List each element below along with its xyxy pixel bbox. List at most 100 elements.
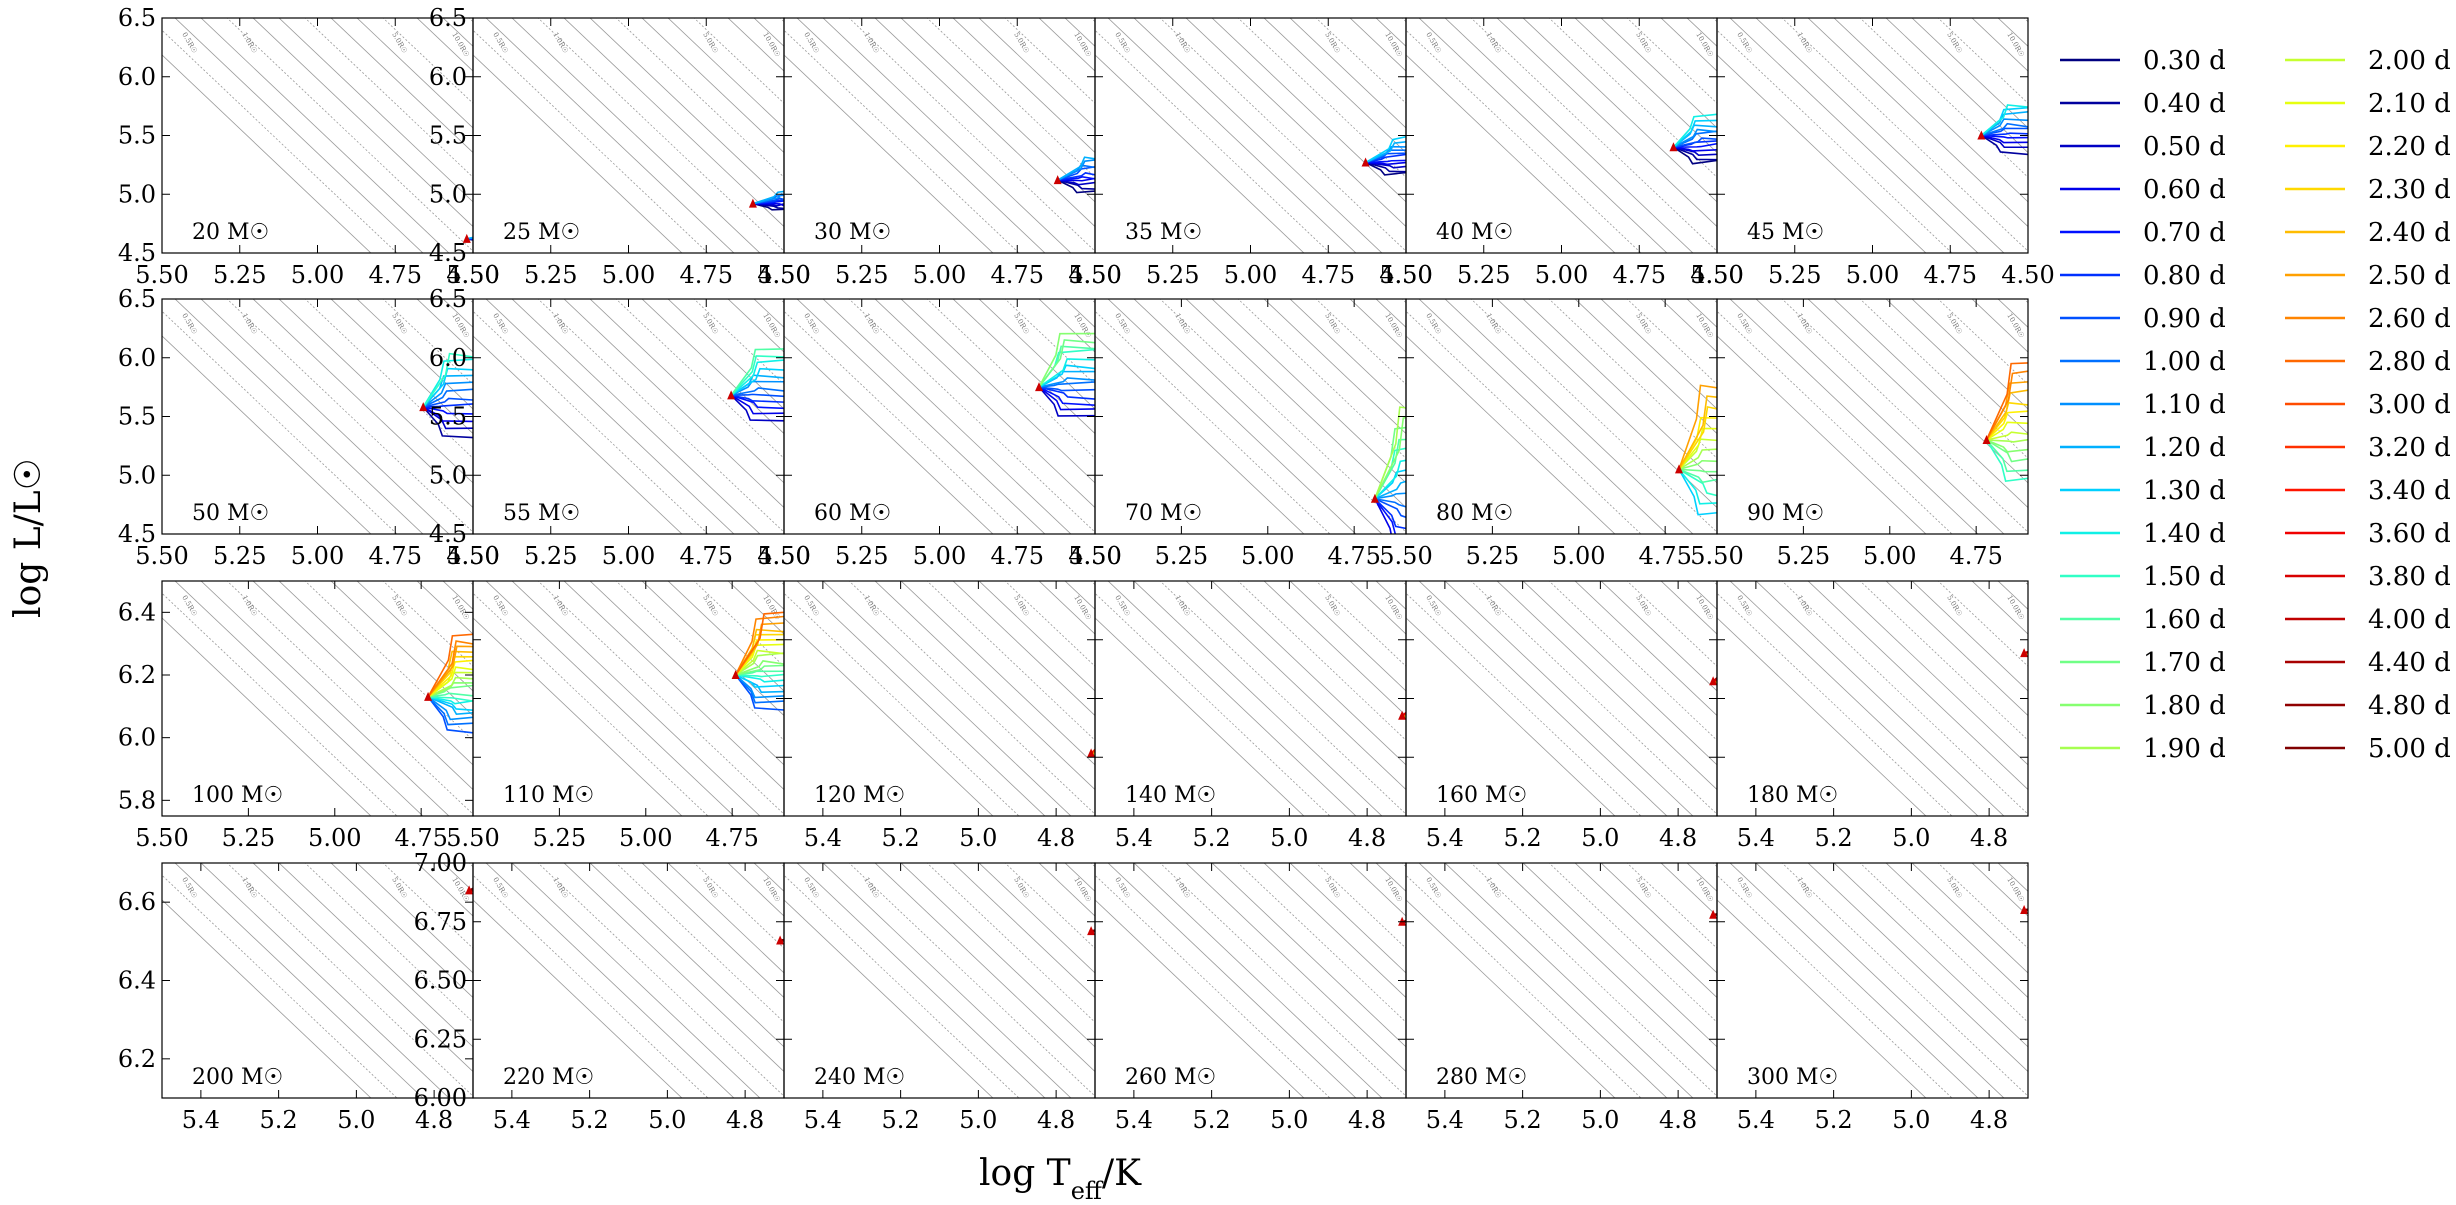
radius-line — [442, 581, 473, 610]
radius-label: 0.5R☉ — [802, 312, 820, 336]
track-line — [1981, 132, 2028, 137]
radius-label: 10.0R☉ — [761, 31, 781, 59]
x-tick-label: 5.25 — [524, 261, 577, 289]
track-line — [730, 394, 784, 410]
track-line — [427, 666, 473, 698]
radius-label: 1.0R☉ — [551, 594, 569, 618]
track-line — [1365, 159, 1406, 164]
radius-line — [416, 581, 473, 635]
radius-line — [1185, 581, 1406, 791]
legend-label: 0.30 d — [2143, 46, 2226, 76]
radius-line — [162, 335, 372, 534]
radius-label: 5.0R☉ — [1323, 31, 1341, 55]
panel-frame — [472, 862, 785, 1099]
x-tick-label: 4.50 — [1690, 261, 1743, 289]
radius-label: 0.5R☉ — [491, 312, 509, 336]
x-tick-label: 5.0 — [1892, 1106, 1930, 1134]
radius-line — [1911, 299, 2028, 410]
track-line — [1678, 468, 1717, 505]
radius-label: 0.5R☉ — [491, 876, 509, 900]
radius-line — [473, 54, 683, 253]
radius-line — [848, 863, 1095, 1097]
zams-marker — [2020, 905, 2028, 914]
radius-line — [1971, 299, 2028, 353]
x-tick-label: 4.50 — [757, 261, 810, 289]
mass-label: 220 M☉ — [503, 1065, 594, 1090]
radius-label: 1.0R☉ — [1173, 876, 1191, 900]
zams-marker — [1709, 676, 1717, 686]
y-tick-label: 6.75 — [414, 908, 467, 936]
zams-marker — [748, 198, 757, 208]
radius-line — [796, 863, 1046, 1098]
x-tick-label: 4.8 — [1037, 824, 1075, 852]
x-tick-label: 5.2 — [882, 824, 920, 852]
panel-18: 0.5R☉ 1.0R☉ 5.0R☉ 10.0R☉ 5.4 5.2 5.0 4.8 180 M☉ — [1716, 580, 2029, 852]
radius-label: 0.5R☉ — [491, 31, 509, 55]
zams-marker — [462, 233, 471, 243]
radius-line — [1712, 299, 1717, 304]
radius-label: 1.0R☉ — [240, 312, 258, 336]
x-tick-label: 5.25 — [1155, 542, 1208, 570]
track-line — [735, 674, 784, 704]
radius-line — [356, 863, 473, 974]
x-tick-label: 4.8 — [1037, 1106, 1075, 1134]
radius-line — [641, 581, 784, 717]
x-tick-label: 4.50 — [1068, 261, 1121, 289]
radius-line — [1289, 863, 1406, 974]
y-tick-label: 6.5 — [429, 285, 467, 313]
radius-line — [822, 18, 1072, 253]
radius-label: 0.5R☉ — [180, 312, 198, 336]
radius-line — [563, 581, 784, 791]
radius-line — [1522, 18, 1717, 203]
x-tick-label: 5.50 — [135, 824, 188, 852]
y-tick-label: 6.0 — [429, 63, 467, 91]
track-line — [735, 660, 784, 676]
track-line — [1673, 146, 1717, 161]
radius-line — [796, 299, 1046, 534]
x-tick-label: 5.00 — [1224, 261, 1277, 289]
legend-label: 0.60 d — [2143, 175, 2226, 205]
x-tick-label: 5.25 — [835, 542, 888, 570]
y-tick-label: 6.0 — [118, 344, 156, 372]
radius-line — [537, 863, 784, 1097]
legend-label: 1.90 d — [2143, 734, 2226, 764]
panel-frame — [472, 17, 785, 254]
y-tick-label: 6.0 — [118, 724, 156, 752]
radius-line — [978, 299, 1095, 410]
x-tick-label: 5.00 — [602, 261, 655, 289]
radius-line — [1038, 581, 1095, 635]
radius-line — [1375, 581, 1406, 610]
panel-frame — [472, 580, 785, 817]
x-tick-label: 4.75 — [1302, 261, 1355, 289]
radius-line — [667, 299, 784, 410]
track-line — [1038, 377, 1095, 388]
radius-line — [1133, 18, 1383, 253]
radius-line — [1807, 863, 2028, 1073]
radius-label: 10.0R☉ — [1383, 312, 1403, 340]
radius-label: 0.5R☉ — [180, 876, 198, 900]
panel-12: 0.5R☉ 1.0R☉ 5.0R☉ 10.0R☉ 5.50 5.25 5.00 4.75 90 … — [1690, 298, 2029, 570]
y-tick-label: 6.5 — [429, 4, 467, 32]
radius-line — [1496, 863, 1717, 1073]
radius-line — [784, 335, 994, 534]
track-line — [730, 355, 784, 396]
track-line — [1673, 137, 1717, 149]
legend-label: 4.40 d — [2368, 648, 2451, 678]
x-tick-label: 4.75 — [1327, 542, 1380, 570]
zams-marker — [1669, 142, 1678, 152]
radius-line — [473, 310, 709, 534]
legend-label: 1.80 d — [2143, 691, 2226, 721]
track-line — [1038, 386, 1095, 411]
radius-label: 5.0R☉ — [1945, 876, 1963, 900]
radius-label: 5.0R☉ — [701, 876, 719, 900]
zams-marker — [424, 691, 433, 701]
radius-label: 1.0R☉ — [1484, 594, 1502, 618]
track-line — [427, 696, 473, 716]
radius-label: 10.0R☉ — [1383, 31, 1403, 59]
panel-23: 0.5R☉ 1.0R☉ 5.0R☉ 10.0R☉ 5.4 5.2 5.0 4.8 280 M☉ — [1405, 862, 1718, 1134]
radius-line — [1159, 581, 1406, 815]
mass-label: 45 M☉ — [1747, 220, 1824, 245]
track-line — [1057, 159, 1095, 181]
track-line — [730, 380, 784, 397]
radius-line — [511, 299, 761, 534]
